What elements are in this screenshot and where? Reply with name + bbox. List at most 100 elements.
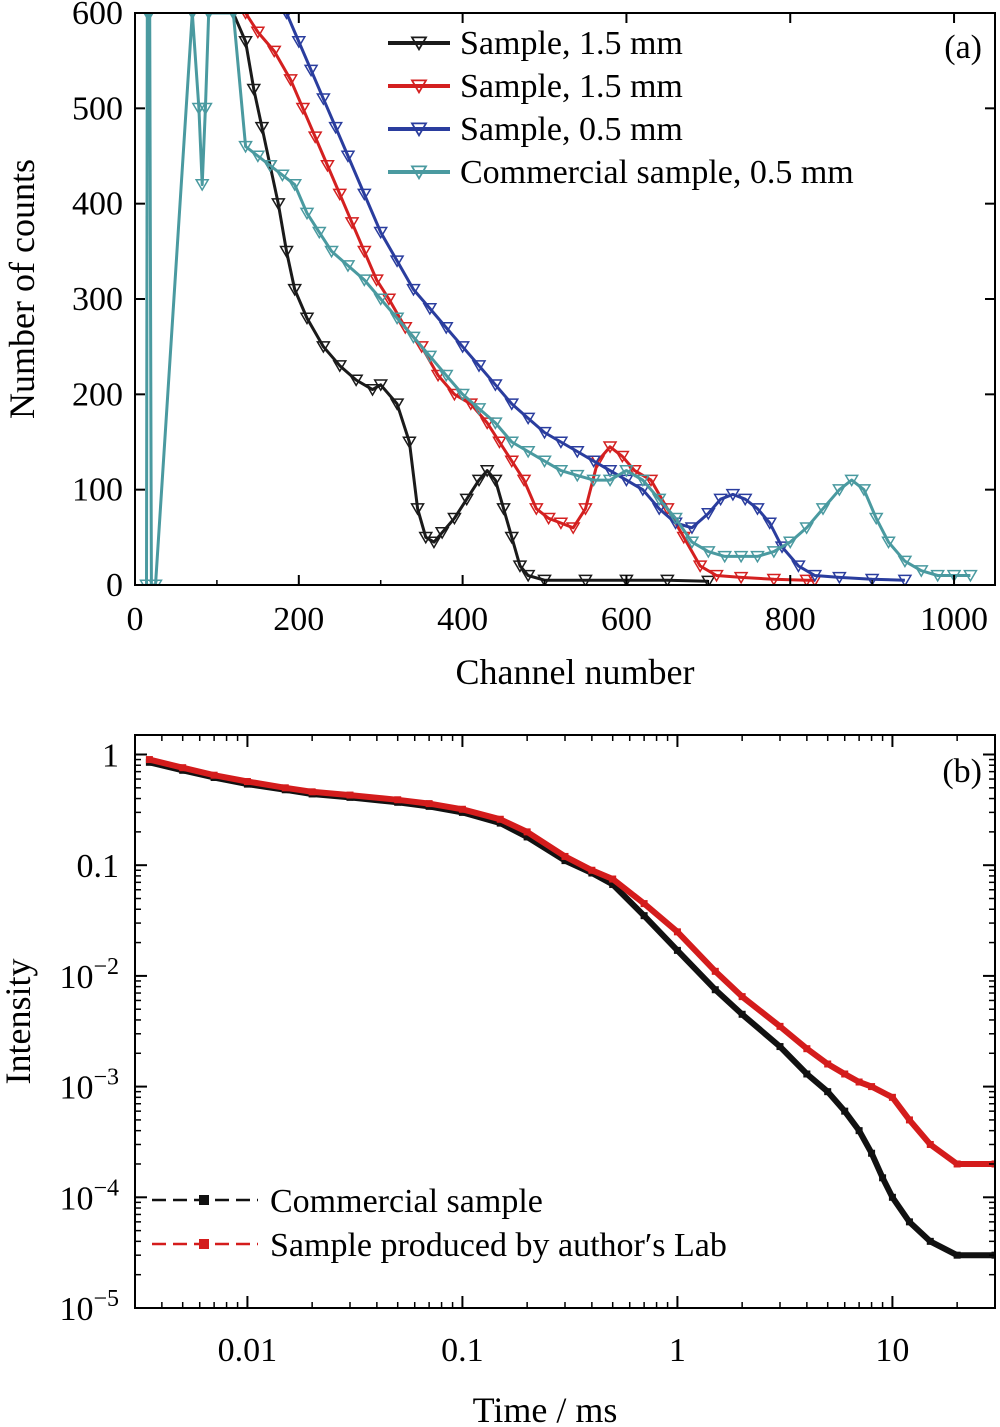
series-b-1-marker: [561, 852, 569, 860]
series-a-2-marker: [553, 436, 569, 449]
series-b-1-marker: [346, 791, 354, 799]
legend-b: Commercial sample Sample produced by auth…: [152, 1183, 727, 1264]
series-a-1-marker: [414, 341, 429, 354]
series-a-1-marker: [295, 102, 311, 116]
series-b-1-marker: [776, 1022, 784, 1030]
series-a-0-marker: [316, 341, 331, 354]
series-a-1-marker: [529, 503, 544, 516]
y-tick-label-b: 10−5: [59, 1286, 119, 1328]
series-a-1-marker: [578, 503, 593, 516]
series-b-0-marker: [824, 1088, 832, 1096]
y-tick-label-b-base: 0.1: [77, 848, 120, 885]
series-a-3-marker: [881, 536, 896, 549]
legend-a-label: Commercial sample, 0.5 mm: [460, 154, 854, 191]
x-tick-label-b: 0.01: [218, 1332, 278, 1369]
series-a-3-marker: [488, 417, 503, 430]
series-a-2-marker: [471, 360, 487, 373]
legend-a-marker: [410, 79, 428, 95]
series-a-3-marker: [832, 484, 847, 497]
series-b-1-marker: [841, 1070, 849, 1078]
series-a-1-marker: [447, 388, 462, 402]
series-b-1-marker: [145, 756, 153, 764]
y-tick-label-b-base: 1: [102, 737, 119, 774]
series-a-3-marker: [438, 369, 454, 383]
series-a-3-marker: [668, 512, 683, 526]
series-b-1-marker: [803, 1045, 811, 1053]
series-a-2: [282, 13, 913, 585]
x-tick-label-b: 1: [669, 1332, 686, 1369]
series-b-0-marker: [868, 1149, 876, 1157]
series-a-3-marker: [635, 474, 651, 488]
series-a-2-marker: [737, 493, 753, 507]
series-a-3-marker: [148, 579, 163, 585]
series-b-0-marker: [523, 833, 531, 841]
series-b-0-marker: [855, 1127, 863, 1135]
series-b-1-marker: [868, 1083, 876, 1091]
series-a-1-marker: [479, 417, 495, 430]
series-b-1-marker: [243, 778, 251, 786]
series-a-1-marker: [332, 188, 348, 202]
series-a-0-marker: [402, 436, 417, 449]
series-a-3-marker: [815, 503, 831, 516]
series-a-3-marker: [299, 207, 315, 221]
x-axis-title-b: Time / ms: [473, 1390, 618, 1427]
series-a-3-marker: [357, 274, 372, 287]
series-a-2-marker: [357, 188, 372, 202]
series-a-2-marker: [389, 255, 405, 268]
series-a-0-marker: [504, 531, 520, 545]
series-a-1-marker: [692, 560, 708, 573]
series-a-3-marker: [897, 555, 913, 569]
series-a-3-marker: [324, 245, 339, 259]
panel-b-frame: [134, 734, 996, 1309]
series-a-3-line: [145, 13, 971, 585]
y-tick-label-b: 0.1: [77, 848, 120, 885]
y-tick-label-a: 200: [72, 376, 123, 413]
legend-a: Sample, 1.5 mm Sample, 1.5 mm Sample, 0.5 …: [388, 25, 854, 191]
series-b-1-marker: [496, 815, 504, 823]
series-a-2-marker: [291, 36, 307, 49]
series-a-1-marker: [643, 474, 659, 488]
series-a-2-marker: [373, 226, 389, 240]
series-a-0-marker: [348, 374, 364, 387]
y-axis-title-b: Intensity: [0, 959, 38, 1085]
series-a-2-marker: [316, 93, 331, 106]
x-tick-label-a: 800: [765, 601, 816, 638]
series-b-0-marker: [673, 946, 681, 954]
series-b-1-marker: [458, 805, 466, 813]
legend-a-marker: [410, 122, 428, 138]
series-a-0-marker: [246, 83, 262, 97]
y-tick-label-b: 10−4: [59, 1175, 119, 1217]
series-a-1-marker: [266, 45, 282, 59]
series-a-2-marker: [701, 507, 716, 521]
series-a-3-marker: [471, 403, 487, 416]
x-tick-label-a: 400: [437, 601, 488, 638]
y-tick-label-b: 10−3: [59, 1065, 119, 1107]
series-a-3-marker: [619, 465, 634, 478]
series-a-1: [241, 13, 823, 585]
y-tick-label-b-base: 10: [59, 1070, 93, 1107]
series-a-3-marker: [455, 388, 470, 402]
series-a-1-marker: [307, 131, 323, 144]
series-a-3-marker: [422, 350, 438, 364]
series-b-1-marker: [308, 788, 316, 796]
y-tick-label-b-base: 10: [59, 1180, 93, 1217]
series-a-2-marker: [422, 302, 438, 316]
series-a-3-marker: [520, 445, 536, 459]
x-tick-label-a: 1000: [920, 601, 988, 638]
legend-a-marker: [410, 165, 428, 181]
series-a-3-marker: [946, 569, 962, 583]
y-tick-label-a: 600: [72, 0, 123, 32]
series-a-3-marker: [238, 140, 253, 154]
series-a-0-marker: [373, 379, 389, 392]
series-a-3-marker: [586, 474, 601, 488]
series-a-0-marker: [279, 245, 294, 259]
series-a-3-marker: [553, 465, 569, 478]
series-a-2-marker: [455, 341, 470, 354]
series-a-1-marker: [541, 512, 556, 526]
series-a-3-marker: [782, 536, 798, 549]
y-tick-label-a: 400: [72, 186, 123, 223]
series-b-1-marker: [926, 1140, 934, 1148]
series-a-3-marker: [684, 536, 700, 549]
series-a-2-marker: [537, 426, 552, 440]
series-a-3-marker: [537, 455, 552, 468]
